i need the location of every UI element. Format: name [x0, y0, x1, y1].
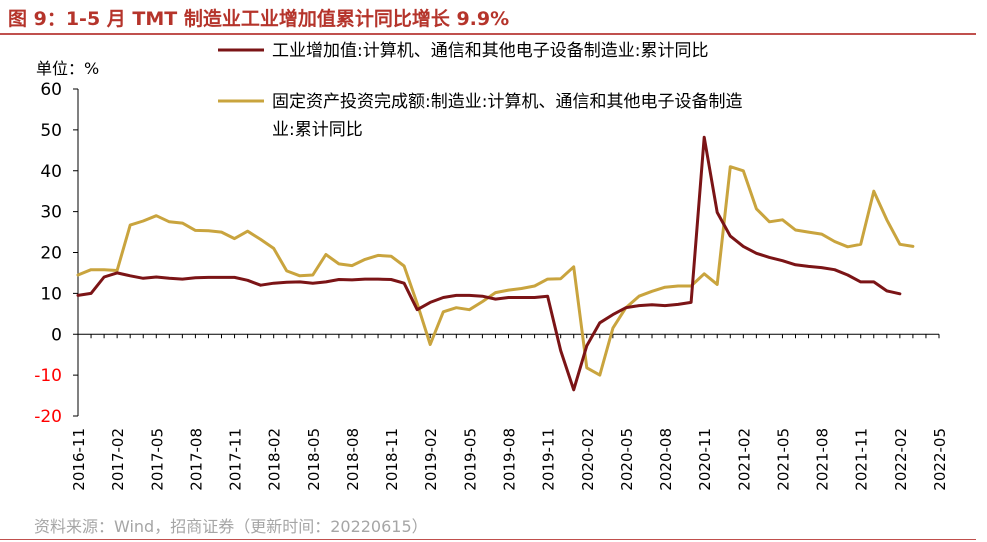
x-tick-label: 2020-05	[618, 428, 636, 491]
y-tick-label: 40	[40, 162, 62, 182]
y-tick-label: -10	[34, 366, 62, 386]
y-axis: 60 50 40 30 20 10 0 -10 -20	[34, 80, 78, 427]
figure-title: 图 9：1-5 月 TMT 制造业工业增加值累计同比增长 9.9%	[8, 8, 510, 30]
unit-label: 单位：%	[36, 59, 99, 78]
x-tick-label: 2021-02	[735, 428, 753, 491]
x-tick-label: 2017-08	[187, 428, 205, 491]
x-tick-label: 2020-11	[696, 428, 714, 491]
x-axis: 2016-11 2017-02 2017-05 2017-08 2017-11 2018-…	[70, 334, 949, 491]
x-tick-label: 2019-02	[422, 428, 440, 491]
series-line-value-added	[76, 135, 902, 392]
y-tick-label: 0	[51, 325, 62, 345]
x-tick-label: 2018-11	[383, 428, 401, 491]
legend-label: 业:累计同比	[272, 120, 363, 140]
x-tick-label: 2017-11	[227, 428, 245, 491]
legend: 工业增加值:计算机、通信和其他电子设备制造业:累计同比固定资产投资完成额:制造业…	[218, 41, 742, 140]
y-tick-label: 60	[40, 80, 62, 100]
y-tick-label: -20	[34, 407, 62, 427]
x-tick-label: 2017-05	[148, 428, 166, 491]
y-tick-label: 10	[40, 284, 62, 304]
title-rule	[0, 33, 976, 35]
x-tick-label: 2019-08	[501, 428, 519, 491]
x-tick-label: 2019-11	[540, 428, 558, 491]
x-tick-label: 2018-05	[305, 428, 323, 491]
x-tick-label: 2018-08	[344, 428, 362, 491]
x-tick-label: 2020-08	[657, 428, 675, 491]
x-tick-label: 2022-02	[892, 428, 910, 491]
x-tick-label: 2020-02	[579, 428, 597, 491]
x-tick-label: 2017-02	[109, 428, 127, 491]
axes	[77, 89, 939, 416]
y-tick-label: 50	[40, 121, 62, 141]
y-tick-label: 30	[40, 203, 62, 223]
series-line-fixed-investment	[76, 165, 915, 377]
x-tick-label: 2022-05	[931, 428, 949, 491]
series-lines	[76, 135, 915, 392]
x-tick-label: 2016-11	[70, 428, 88, 491]
x-tick-label: 2021-05	[774, 428, 792, 491]
source-rule	[0, 539, 976, 540]
legend-label: 固定资产投资完成额:制造业:计算机、通信和其他电子设备制造	[272, 92, 742, 112]
x-tick-label: 2021-08	[814, 428, 832, 491]
x-tick-label: 2019-05	[461, 428, 479, 491]
source-note: 资料来源：Wind，招商证券（更新时间：20220615）	[34, 517, 428, 536]
x-tick-label: 2021-11	[853, 428, 871, 491]
legend-label: 工业增加值:计算机、通信和其他电子设备制造业:累计同比	[272, 41, 708, 61]
x-tick-label: 2018-02	[266, 428, 284, 491]
y-tick-label: 20	[40, 244, 62, 264]
